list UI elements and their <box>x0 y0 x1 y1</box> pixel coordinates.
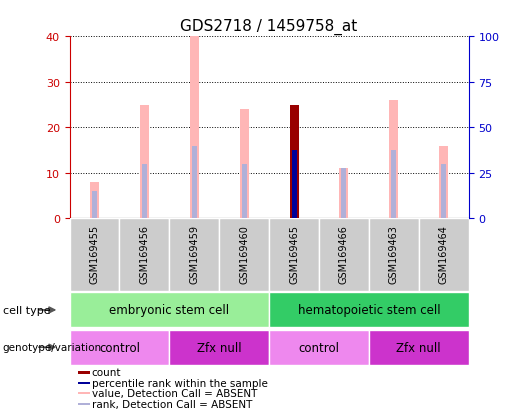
Bar <box>77 392 90 394</box>
Text: Zfx null: Zfx null <box>397 341 441 354</box>
Bar <box>190 37 199 219</box>
Bar <box>77 382 90 384</box>
FancyBboxPatch shape <box>169 219 219 291</box>
FancyBboxPatch shape <box>319 219 369 291</box>
Text: control: control <box>299 341 339 354</box>
FancyBboxPatch shape <box>269 330 369 365</box>
Text: GSM169459: GSM169459 <box>189 224 199 283</box>
Text: control: control <box>99 341 140 354</box>
Text: cell type: cell type <box>3 305 50 315</box>
FancyBboxPatch shape <box>219 219 269 291</box>
FancyBboxPatch shape <box>269 293 469 328</box>
Text: count: count <box>92 368 121 377</box>
Text: hematopoietic stem cell: hematopoietic stem cell <box>298 304 440 317</box>
Bar <box>341 169 347 219</box>
Text: GSM169460: GSM169460 <box>239 224 249 283</box>
Bar <box>441 164 446 219</box>
Bar <box>239 110 249 219</box>
Text: embryonic stem cell: embryonic stem cell <box>109 304 229 317</box>
Title: GDS2718 / 1459758_at: GDS2718 / 1459758_at <box>180 18 358 34</box>
Bar <box>77 371 90 374</box>
FancyBboxPatch shape <box>70 293 269 328</box>
FancyBboxPatch shape <box>369 219 419 291</box>
Bar <box>291 151 297 219</box>
Bar <box>439 146 448 219</box>
FancyBboxPatch shape <box>419 219 469 291</box>
Bar <box>77 403 90 405</box>
Text: genotype/variation: genotype/variation <box>3 342 101 352</box>
Bar <box>192 146 197 219</box>
Bar <box>142 164 147 219</box>
FancyBboxPatch shape <box>269 219 319 291</box>
Text: GSM169455: GSM169455 <box>90 224 99 283</box>
Bar <box>389 101 398 219</box>
Bar <box>289 105 299 219</box>
FancyBboxPatch shape <box>169 330 269 365</box>
Bar <box>92 192 97 219</box>
Text: GSM169466: GSM169466 <box>339 224 349 283</box>
Text: GSM169456: GSM169456 <box>140 224 149 283</box>
FancyBboxPatch shape <box>369 330 469 365</box>
Bar <box>90 183 99 219</box>
Bar <box>391 151 397 219</box>
Bar <box>339 169 349 219</box>
FancyBboxPatch shape <box>70 330 169 365</box>
FancyBboxPatch shape <box>70 219 119 291</box>
Bar <box>140 105 149 219</box>
Text: GSM169464: GSM169464 <box>439 224 449 283</box>
Text: rank, Detection Call = ABSENT: rank, Detection Call = ABSENT <box>92 399 252 409</box>
Text: value, Detection Call = ABSENT: value, Detection Call = ABSENT <box>92 388 257 398</box>
FancyBboxPatch shape <box>119 219 169 291</box>
Text: GSM169465: GSM169465 <box>289 224 299 283</box>
Text: percentile rank within the sample: percentile rank within the sample <box>92 378 268 388</box>
Text: Zfx null: Zfx null <box>197 341 242 354</box>
Bar <box>242 164 247 219</box>
Text: GSM169463: GSM169463 <box>389 224 399 283</box>
